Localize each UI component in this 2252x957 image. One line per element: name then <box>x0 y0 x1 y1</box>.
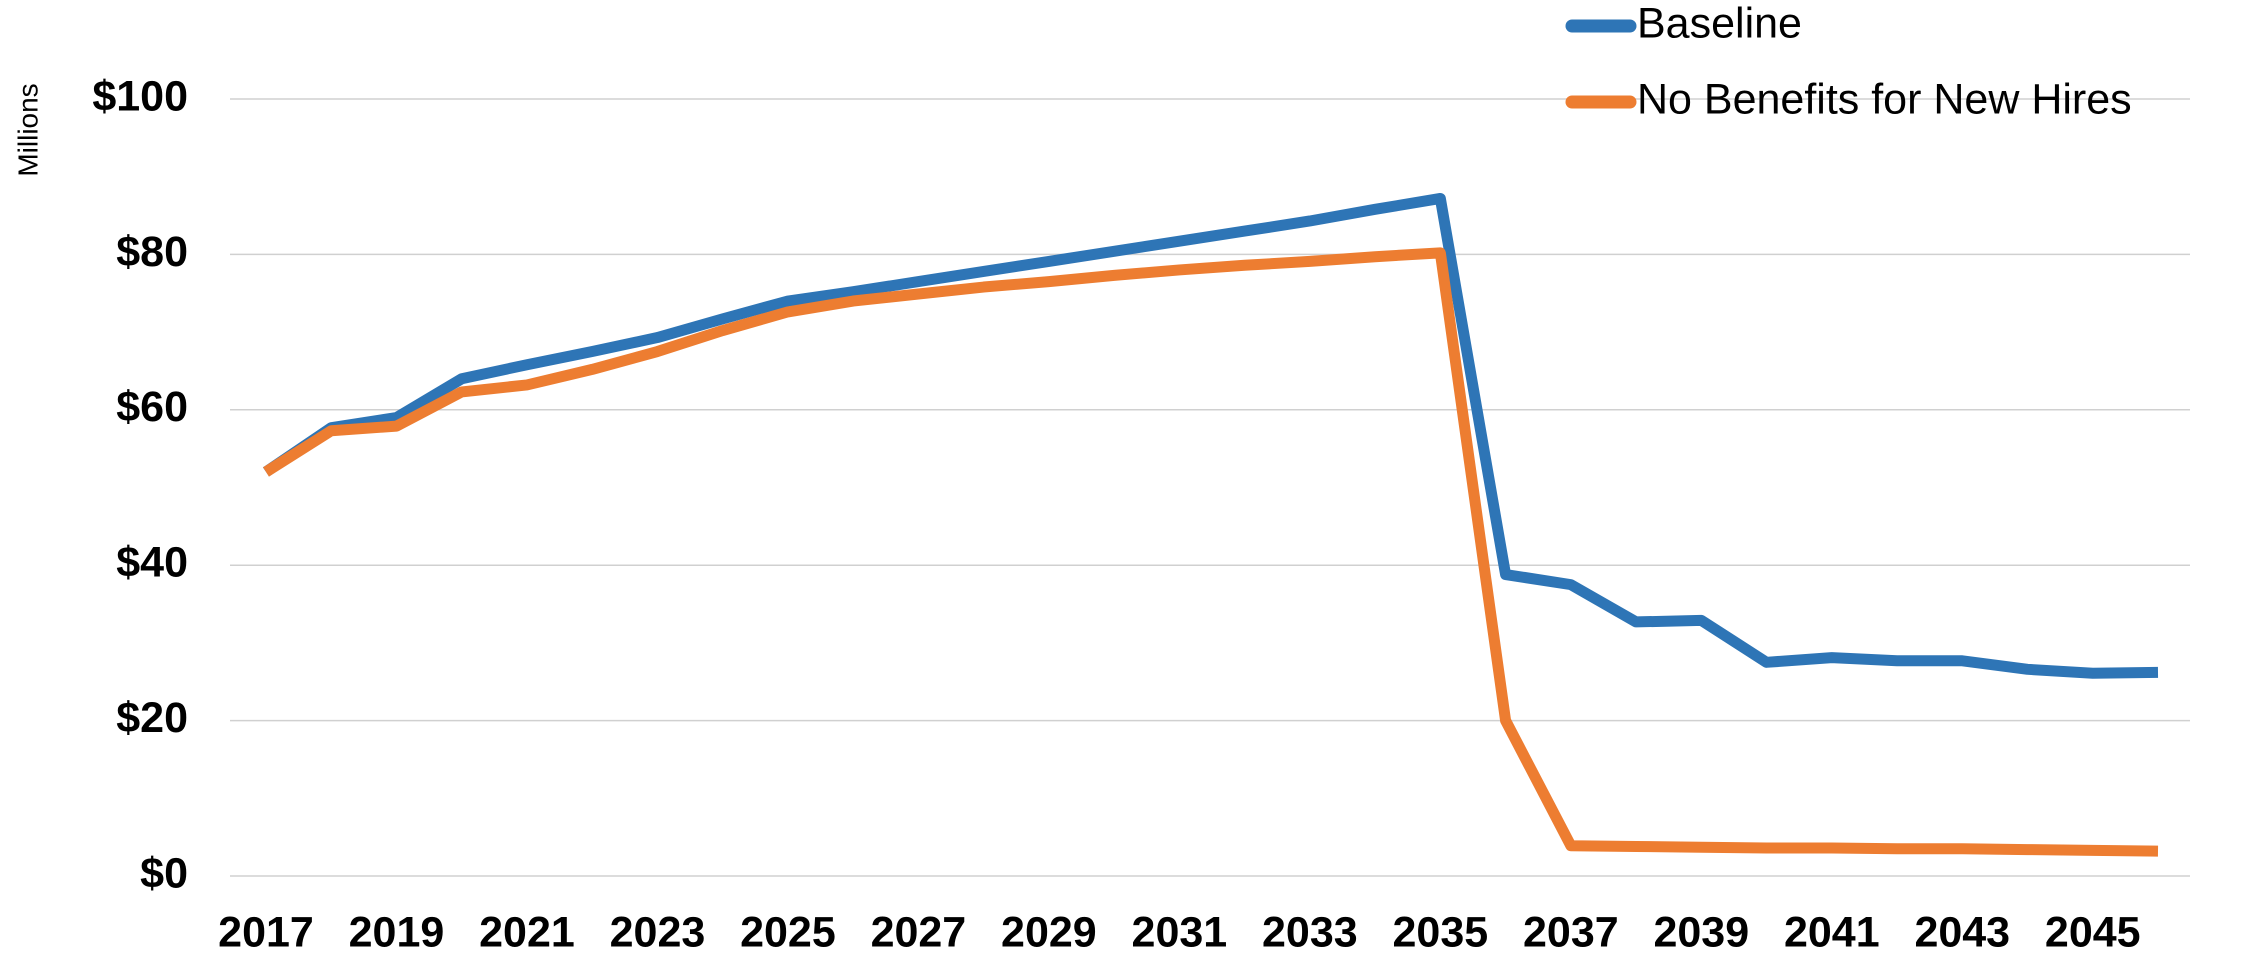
x-tick-label: 2045 <box>2045 908 2141 956</box>
legend-label: No Benefits for New Hires <box>1637 75 2132 123</box>
y-tick-label: $80 <box>116 228 188 276</box>
x-tick-label: 2019 <box>349 908 445 956</box>
y-axis-label: Millions <box>12 83 43 176</box>
x-tick-label: 2031 <box>1132 908 1228 956</box>
x-tick-label: 2023 <box>610 908 706 956</box>
x-tick-label: 2021 <box>479 908 575 956</box>
x-tick-label: 2017 <box>218 908 314 956</box>
x-tick-label: 2041 <box>1784 908 1880 956</box>
legend-label: Baseline <box>1637 0 1802 47</box>
series-line <box>263 247 2159 857</box>
x-tick-label: 2025 <box>740 908 836 956</box>
y-tick-label: $20 <box>116 694 188 742</box>
y-tick-label: $100 <box>92 72 188 120</box>
y-tick-label: $60 <box>116 383 188 431</box>
x-tick-label: 2029 <box>1001 908 1097 956</box>
x-tick-label: 2027 <box>871 908 967 956</box>
y-tick-label: $40 <box>116 539 188 587</box>
x-tick-label: 2035 <box>1393 908 1489 956</box>
y-tick-label: $0 <box>140 849 188 897</box>
x-tick-label: 2033 <box>1262 908 1358 956</box>
series-line <box>262 192 2159 679</box>
x-tick-label: 2039 <box>1653 908 1749 956</box>
x-tick-label: 2037 <box>1523 908 1619 956</box>
x-tick-label: 2043 <box>1914 908 2010 956</box>
